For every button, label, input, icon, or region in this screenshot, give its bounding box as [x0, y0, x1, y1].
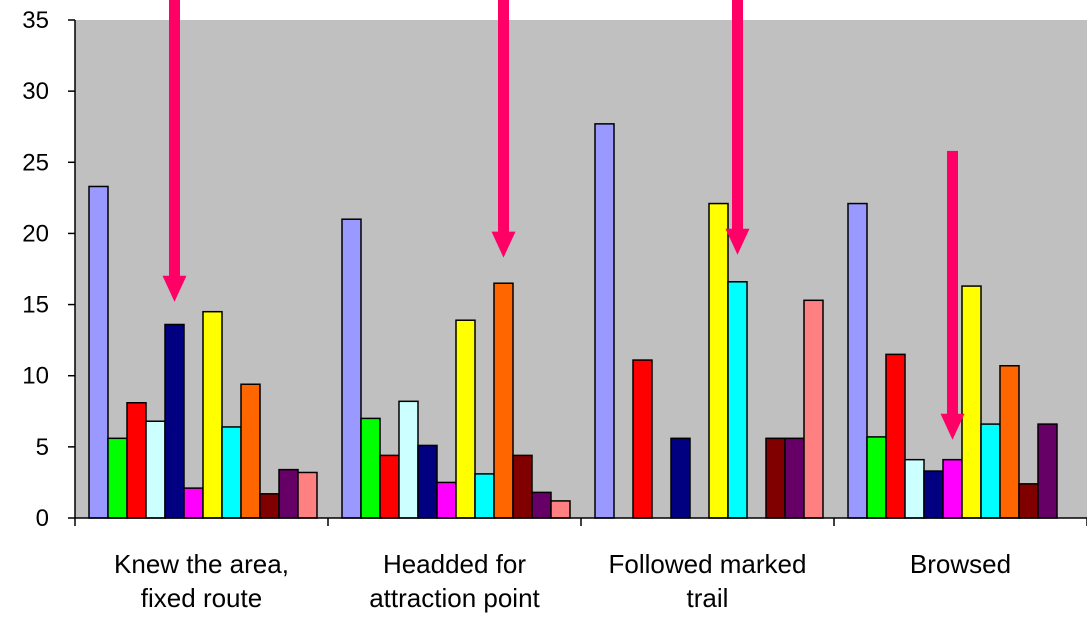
bar-series-10-cat-4 — [1018, 483, 1039, 519]
category-label: Headded for attraction point — [369, 549, 540, 613]
bar-series-6-cat-4 — [942, 458, 963, 519]
y-tick-label: 15 — [22, 292, 49, 319]
category-label: Followed marked trail — [609, 549, 807, 613]
bar-series-10-cat-2 — [512, 454, 533, 519]
bar-series-2-cat-2 — [360, 417, 381, 519]
arrow-shaft — [947, 150, 958, 415]
bar-series-11-cat-2 — [531, 491, 552, 519]
bar-series-5-cat-3 — [670, 437, 691, 519]
bar-series-7-cat-3 — [708, 202, 729, 519]
category-label-line: attraction point — [369, 583, 540, 613]
bar-series-2-cat-4 — [866, 436, 887, 519]
bar-series-7-cat-1 — [202, 310, 223, 519]
axes-layer — [68, 19, 1087, 526]
bar-series-5-cat-4 — [923, 470, 944, 519]
bar-series-9-cat-1 — [240, 383, 261, 519]
category-label-line: Knew the area, — [114, 549, 289, 579]
y-tick-label: 5 — [36, 434, 49, 461]
y-tick-label: 25 — [22, 149, 49, 176]
bar-series-3-cat-4 — [885, 353, 906, 519]
arrow-head — [725, 228, 750, 255]
bar-series-12-cat-1 — [297, 471, 318, 519]
y-tick-label: 0 — [36, 505, 49, 532]
bar-series-6-cat-2 — [436, 481, 457, 519]
annotation-arrow-4 — [940, 150, 965, 440]
category-label-line: trail — [687, 583, 729, 613]
y-tick-label: 20 — [22, 220, 49, 247]
annotation-arrow-3 — [725, 0, 750, 255]
category-labels: Knew the area, fixed route Headded for attr… — [114, 549, 1011, 613]
annotation-arrows — [162, 0, 965, 440]
bar-series-12-cat-3 — [803, 299, 824, 519]
bar-series-7-cat-4 — [961, 285, 982, 519]
y-tick-labels: 0 5 10 15 20 25 30 35 — [22, 7, 49, 532]
bar-series-11-cat-4 — [1037, 423, 1058, 519]
arrow-head — [940, 413, 965, 440]
y-tick-label: 30 — [22, 78, 49, 105]
bar-series-4-cat-4 — [904, 458, 925, 519]
arrow-shaft — [169, 0, 180, 277]
arrow-head — [162, 275, 187, 302]
bar-series-4-cat-1 — [145, 420, 166, 519]
arrow-head — [491, 231, 516, 258]
annotation-arrow-2 — [491, 0, 516, 258]
bar-series-9-cat-4 — [999, 365, 1020, 519]
bar-series-8-cat-4 — [980, 423, 1001, 519]
category-label: Browsed — [910, 549, 1011, 579]
y-tick-label: 35 — [22, 7, 49, 34]
bar-series-5-cat-1 — [164, 323, 185, 519]
bar-series-1-cat-2 — [341, 218, 362, 519]
bar-series-3-cat-1 — [126, 401, 147, 519]
arrow-shaft — [498, 0, 509, 233]
category-label-line: Followed marked — [609, 549, 807, 579]
bar-series-7-cat-2 — [455, 319, 476, 519]
bar-series-3-cat-2 — [379, 454, 400, 519]
bar-series-8-cat-1 — [221, 426, 242, 519]
bar-series-1-cat-4 — [847, 202, 868, 519]
category-label: Knew the area, fixed route — [114, 549, 289, 613]
bar-series-11-cat-1 — [278, 468, 299, 519]
bar-series-1-cat-1 — [88, 185, 109, 519]
bar-series-9-cat-2 — [493, 282, 514, 519]
bar-series-12-cat-2 — [550, 500, 571, 519]
arrow-shaft — [732, 0, 743, 230]
bars-layer — [88, 123, 1058, 519]
bar-series-5-cat-2 — [417, 444, 438, 519]
bar-series-11-cat-3 — [784, 437, 805, 519]
category-label-line: Headded for — [383, 549, 526, 579]
bar-series-4-cat-2 — [398, 400, 419, 519]
bar-series-8-cat-3 — [727, 281, 748, 519]
bar-series-2-cat-1 — [107, 437, 128, 519]
y-tick-label: 10 — [22, 363, 49, 390]
category-label-line: Browsed — [910, 549, 1011, 579]
category-label-line: fixed route — [141, 583, 262, 613]
bar-series-10-cat-1 — [259, 493, 280, 519]
bar-series-10-cat-3 — [765, 437, 786, 519]
bar-series-6-cat-1 — [183, 487, 204, 519]
bar-series-3-cat-3 — [632, 359, 653, 519]
bar-series-1-cat-3 — [594, 123, 615, 519]
annotation-arrow-1 — [162, 0, 187, 302]
bar-series-8-cat-2 — [474, 473, 495, 519]
